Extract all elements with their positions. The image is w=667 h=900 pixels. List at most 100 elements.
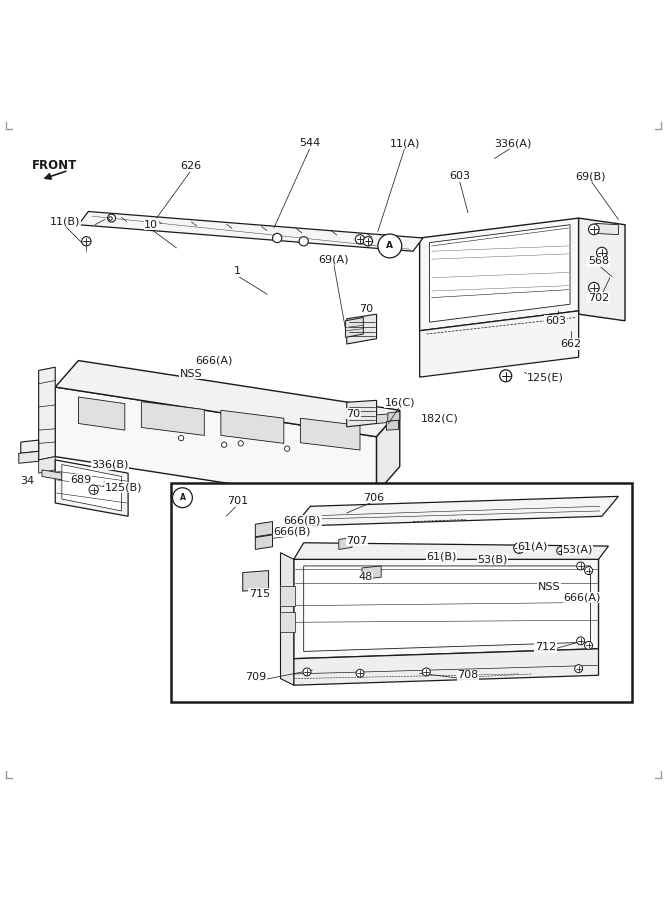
Text: 603: 603 xyxy=(545,316,566,326)
Polygon shape xyxy=(255,535,273,549)
Text: 69(A): 69(A) xyxy=(318,254,349,265)
Circle shape xyxy=(584,642,592,650)
Text: 666(B): 666(B) xyxy=(283,516,321,526)
Text: 53(B): 53(B) xyxy=(478,554,508,564)
Text: 125(B): 125(B) xyxy=(105,482,142,493)
Polygon shape xyxy=(339,537,352,549)
Polygon shape xyxy=(42,470,62,480)
Text: 336(B): 336(B) xyxy=(91,460,129,470)
Bar xyxy=(171,483,632,702)
Text: 568: 568 xyxy=(588,256,609,266)
Circle shape xyxy=(221,442,227,447)
Circle shape xyxy=(356,670,364,678)
Polygon shape xyxy=(346,318,364,338)
Polygon shape xyxy=(255,522,273,536)
Text: 666(A): 666(A) xyxy=(563,592,601,602)
Text: 61(B): 61(B) xyxy=(426,551,457,561)
Text: 709: 709 xyxy=(245,672,267,682)
Text: 666(B): 666(B) xyxy=(273,526,311,536)
Polygon shape xyxy=(293,649,598,685)
Circle shape xyxy=(557,546,565,554)
Polygon shape xyxy=(579,218,625,320)
Text: 61(A): 61(A) xyxy=(517,541,548,551)
Circle shape xyxy=(596,248,607,258)
Text: FRONT: FRONT xyxy=(32,158,77,172)
Text: 336(A): 336(A) xyxy=(494,139,531,148)
Circle shape xyxy=(588,283,599,293)
Text: 53(A): 53(A) xyxy=(562,544,592,554)
Circle shape xyxy=(440,551,450,562)
Text: 11(B): 11(B) xyxy=(50,216,80,227)
Circle shape xyxy=(284,446,289,451)
Text: 702: 702 xyxy=(588,292,609,302)
Polygon shape xyxy=(281,553,293,685)
Polygon shape xyxy=(420,218,579,330)
Text: 70: 70 xyxy=(360,304,374,314)
Circle shape xyxy=(577,637,584,644)
Polygon shape xyxy=(300,418,360,450)
Circle shape xyxy=(238,441,243,446)
Circle shape xyxy=(179,436,184,441)
Text: 689: 689 xyxy=(70,475,91,485)
Polygon shape xyxy=(347,314,377,344)
Text: 662: 662 xyxy=(560,339,581,349)
Polygon shape xyxy=(420,310,579,377)
Text: 666(A): 666(A) xyxy=(195,356,233,365)
Circle shape xyxy=(575,665,582,672)
Polygon shape xyxy=(141,401,204,436)
Text: 712: 712 xyxy=(535,643,556,652)
Text: 603: 603 xyxy=(449,171,470,182)
Polygon shape xyxy=(221,410,283,444)
Polygon shape xyxy=(79,212,423,251)
Polygon shape xyxy=(281,586,295,606)
Text: 10: 10 xyxy=(144,220,158,230)
Circle shape xyxy=(482,557,490,564)
Text: 1: 1 xyxy=(234,266,241,276)
Polygon shape xyxy=(281,612,295,632)
Circle shape xyxy=(577,562,584,570)
Circle shape xyxy=(82,237,91,246)
Text: 11(A): 11(A) xyxy=(390,139,420,148)
Text: 182(C): 182(C) xyxy=(421,413,458,423)
Polygon shape xyxy=(55,361,400,436)
Polygon shape xyxy=(377,410,400,493)
Polygon shape xyxy=(386,420,398,430)
Polygon shape xyxy=(347,400,377,427)
Polygon shape xyxy=(19,451,39,464)
Circle shape xyxy=(422,668,430,676)
Circle shape xyxy=(273,233,282,243)
Polygon shape xyxy=(243,571,269,591)
Text: 544: 544 xyxy=(299,139,321,148)
Text: 48: 48 xyxy=(358,572,372,582)
Circle shape xyxy=(514,543,524,553)
Text: 69(B): 69(B) xyxy=(576,171,606,182)
Text: A: A xyxy=(179,493,185,502)
Polygon shape xyxy=(377,414,393,424)
Text: 706: 706 xyxy=(363,492,384,503)
Text: 707: 707 xyxy=(346,536,368,545)
Circle shape xyxy=(89,485,98,494)
Polygon shape xyxy=(39,456,55,473)
Circle shape xyxy=(588,224,599,235)
Polygon shape xyxy=(293,543,608,559)
Polygon shape xyxy=(388,411,400,421)
Text: 626: 626 xyxy=(181,161,201,171)
Polygon shape xyxy=(293,559,598,659)
Text: 16(C): 16(C) xyxy=(384,397,415,408)
Circle shape xyxy=(364,237,373,246)
Circle shape xyxy=(107,214,115,222)
Circle shape xyxy=(584,567,592,574)
Polygon shape xyxy=(39,367,55,460)
Text: 708: 708 xyxy=(458,670,479,680)
Polygon shape xyxy=(293,497,618,526)
Polygon shape xyxy=(62,464,121,511)
Polygon shape xyxy=(55,387,377,507)
Text: 70: 70 xyxy=(346,409,360,419)
Polygon shape xyxy=(430,225,570,322)
Circle shape xyxy=(356,235,365,244)
Text: NSS: NSS xyxy=(538,582,560,592)
Polygon shape xyxy=(55,460,128,517)
Text: NSS: NSS xyxy=(179,369,202,379)
Text: 715: 715 xyxy=(249,589,270,598)
Text: 701: 701 xyxy=(227,496,248,506)
